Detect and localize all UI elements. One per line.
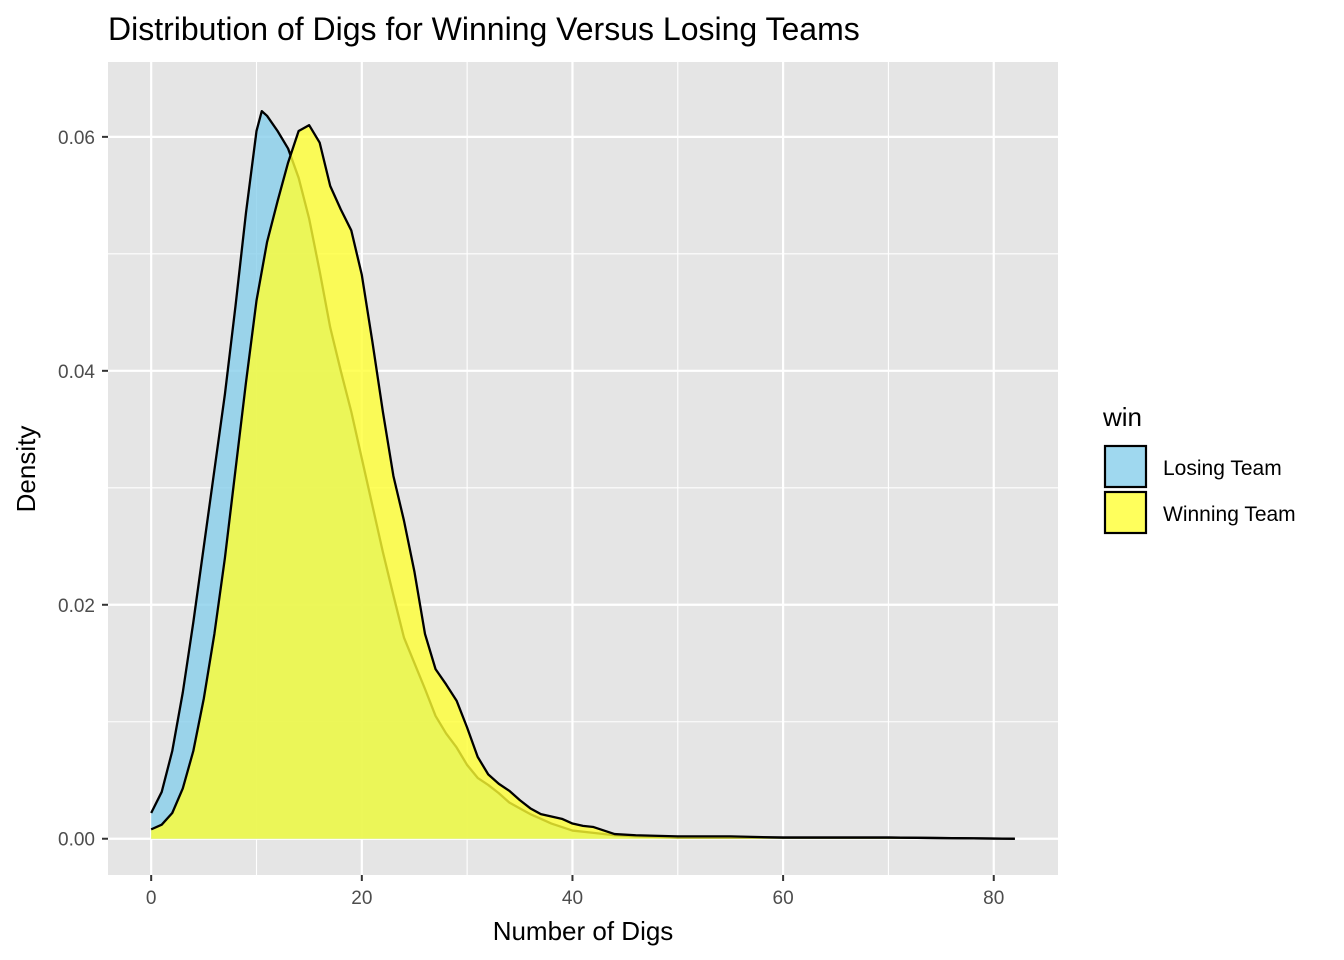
legend-title: win: [1102, 402, 1142, 432]
legend: win Losing Team Winning Team: [1102, 402, 1296, 534]
y-tick-label: 0.00: [58, 830, 95, 851]
x-tick-label: 60: [773, 888, 794, 909]
y-tick-label: 0.02: [58, 596, 95, 617]
legend-swatch: [1105, 446, 1146, 487]
chart-title: Distribution of Digs for Winning Versus …: [108, 11, 860, 47]
y-tick-label: 0.06: [58, 128, 95, 149]
x-tick-label: 0: [146, 888, 157, 909]
x-tick-label: 40: [562, 888, 583, 909]
y-axis: 0.00 0.02 0.04 0.06: [58, 128, 108, 851]
legend-label: Losing Team: [1163, 457, 1282, 480]
y-tick-label: 0.04: [58, 362, 95, 383]
legend-swatch: [1105, 492, 1146, 533]
x-tick-label: 20: [351, 888, 372, 909]
x-axis: 0 20 40 60 80: [146, 875, 1004, 909]
x-axis-title: Number of Digs: [493, 916, 674, 946]
legend-label: Winning Team: [1163, 503, 1296, 526]
y-axis-title: Density: [11, 426, 41, 513]
plot-panel: [108, 62, 1058, 875]
x-tick-label: 80: [983, 888, 1004, 909]
